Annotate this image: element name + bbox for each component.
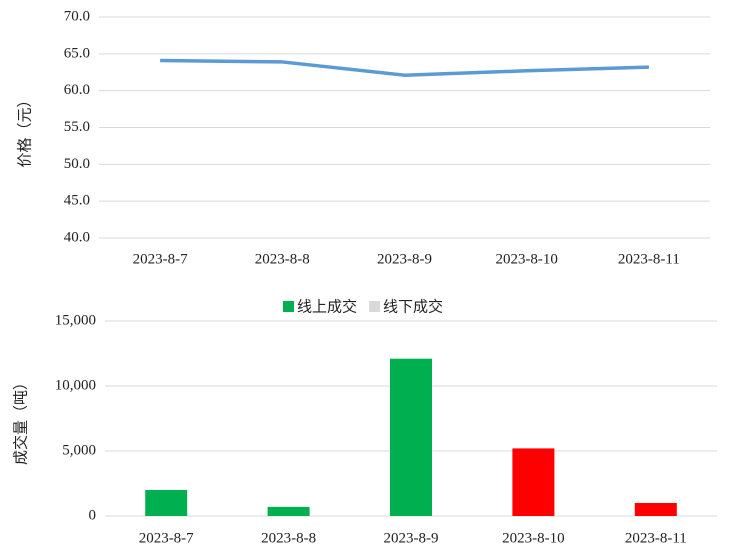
y-tick-label: 0 (89, 507, 97, 523)
legend-swatch (283, 301, 294, 312)
x-tick-label: 2023-8-9 (377, 251, 432, 267)
x-tick-label: 2023-8-9 (384, 530, 439, 546)
x-tick-label: 2023-8-8 (255, 251, 310, 267)
x-tick-label: 2023-8-11 (625, 530, 687, 546)
bar (145, 490, 188, 516)
y-tick-label: 50.0 (64, 156, 90, 172)
y-tick-label: 10,000 (55, 377, 96, 393)
x-tick-label: 2023-8-8 (261, 530, 316, 546)
bar (512, 448, 555, 516)
x-tick-label: 2023-8-10 (502, 530, 565, 546)
bar (634, 503, 677, 516)
legend-label: 线下成交 (383, 298, 443, 316)
y-axis-label: 成交量（吨） (11, 375, 29, 465)
legend-swatch (369, 301, 381, 312)
y-tick-label: 60.0 (64, 82, 90, 98)
y-tick-label: 55.0 (64, 119, 90, 135)
x-tick-label: 2023-8-11 (618, 251, 680, 267)
legend-label: 线上成交 (297, 298, 357, 316)
y-tick-label: 65.0 (64, 45, 90, 61)
y-tick-label: 40.0 (64, 229, 90, 245)
y-tick-label: 15,000 (55, 312, 96, 328)
y-tick-label: 45.0 (64, 193, 90, 209)
x-tick-label: 2023-8-10 (495, 251, 558, 267)
y-tick-label: 70.0 (64, 8, 90, 24)
x-tick-label: 2023-8-7 (139, 530, 194, 546)
y-axis-label: 价格（元） (16, 92, 33, 167)
x-tick-label: 2023-8-7 (133, 251, 188, 267)
y-tick-label: 5,000 (62, 442, 96, 458)
bar (390, 358, 432, 516)
bar (267, 506, 310, 516)
line (160, 58, 649, 77)
